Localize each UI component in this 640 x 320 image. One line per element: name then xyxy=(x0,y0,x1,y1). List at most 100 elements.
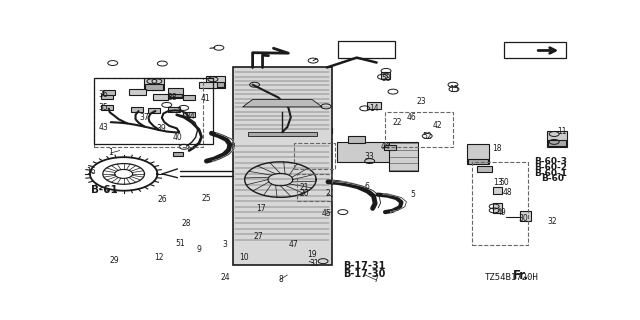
Text: 36: 36 xyxy=(99,90,108,99)
Text: 21: 21 xyxy=(300,183,309,192)
Text: 6: 6 xyxy=(365,182,370,191)
Polygon shape xyxy=(233,68,332,265)
Text: B-60-3: B-60-3 xyxy=(534,157,567,166)
Text: 51: 51 xyxy=(175,239,185,248)
Bar xyxy=(493,188,502,194)
Bar xyxy=(548,140,566,146)
Bar xyxy=(388,142,419,172)
Text: 16: 16 xyxy=(86,167,96,176)
Text: 32: 32 xyxy=(547,217,557,226)
Text: 33: 33 xyxy=(365,152,374,161)
Text: 3: 3 xyxy=(222,240,227,249)
Text: 22: 22 xyxy=(392,118,402,127)
Text: 7: 7 xyxy=(374,276,378,284)
Bar xyxy=(173,152,183,156)
Text: 18: 18 xyxy=(492,144,501,153)
Bar xyxy=(169,94,182,97)
Bar xyxy=(326,128,332,132)
Bar xyxy=(367,102,381,109)
Bar xyxy=(337,142,401,162)
Text: 41: 41 xyxy=(200,94,210,103)
Text: 49: 49 xyxy=(497,208,506,217)
Bar xyxy=(348,136,365,143)
Text: 8: 8 xyxy=(278,275,283,284)
Text: Fr.: Fr. xyxy=(513,269,529,282)
Bar xyxy=(477,166,492,172)
Text: 9: 9 xyxy=(196,244,201,253)
Bar xyxy=(94,78,203,147)
Bar xyxy=(199,82,217,88)
Text: 14: 14 xyxy=(369,104,379,113)
Text: 31: 31 xyxy=(309,259,319,268)
Text: TZ54B1720H: TZ54B1720H xyxy=(484,273,538,283)
Text: 47: 47 xyxy=(289,240,298,249)
Bar xyxy=(385,112,453,147)
Bar xyxy=(547,131,567,147)
Bar xyxy=(103,90,115,95)
Text: 29: 29 xyxy=(110,256,120,265)
Bar xyxy=(297,174,332,201)
Text: 45: 45 xyxy=(321,209,331,218)
Text: 1: 1 xyxy=(108,148,113,157)
Text: 19: 19 xyxy=(307,250,317,259)
Polygon shape xyxy=(248,132,317,136)
Text: 50: 50 xyxy=(499,178,509,187)
Bar xyxy=(207,76,225,88)
Text: 30: 30 xyxy=(518,214,528,223)
Text: B-17-31: B-17-31 xyxy=(343,261,385,271)
Bar xyxy=(338,41,395,58)
Text: 42: 42 xyxy=(433,121,442,130)
Text: B-60-1: B-60-1 xyxy=(534,169,567,178)
Text: 2: 2 xyxy=(326,189,330,198)
Text: 24: 24 xyxy=(220,273,230,282)
Bar xyxy=(249,87,266,92)
Bar xyxy=(183,95,195,100)
Bar xyxy=(294,143,335,169)
Text: B-17-30: B-17-30 xyxy=(343,269,385,279)
Bar xyxy=(129,89,146,95)
Text: 23: 23 xyxy=(417,97,426,106)
Text: 52: 52 xyxy=(422,132,431,141)
Text: 46: 46 xyxy=(407,113,417,122)
Text: 17: 17 xyxy=(256,204,266,213)
Bar xyxy=(504,42,566,58)
Text: 26: 26 xyxy=(157,195,166,204)
Text: 15: 15 xyxy=(449,85,459,94)
Bar xyxy=(148,108,161,113)
Text: 5: 5 xyxy=(410,190,415,199)
Bar xyxy=(383,145,396,150)
Text: 48: 48 xyxy=(502,188,512,197)
Bar xyxy=(468,159,488,164)
Text: 40: 40 xyxy=(172,133,182,142)
Bar xyxy=(101,105,113,110)
Text: 20: 20 xyxy=(300,188,310,198)
Bar xyxy=(248,81,266,92)
Text: 43: 43 xyxy=(99,123,108,132)
Text: 27: 27 xyxy=(253,232,264,241)
Text: 44: 44 xyxy=(381,142,390,151)
Bar xyxy=(467,144,489,164)
Text: 28: 28 xyxy=(181,220,191,228)
Bar xyxy=(154,94,168,100)
Text: 11: 11 xyxy=(557,127,567,136)
Bar xyxy=(520,212,531,221)
Bar xyxy=(145,84,163,90)
Bar xyxy=(131,107,143,112)
Polygon shape xyxy=(243,100,322,107)
Text: B-60-2: B-60-2 xyxy=(534,163,567,172)
Text: 53: 53 xyxy=(381,74,391,83)
Text: B-61: B-61 xyxy=(91,185,118,195)
Bar xyxy=(101,94,113,99)
Bar xyxy=(145,78,164,90)
Bar xyxy=(381,72,390,79)
Bar xyxy=(168,88,183,98)
Bar xyxy=(183,112,195,117)
Text: 37: 37 xyxy=(139,113,149,122)
Text: 12: 12 xyxy=(155,253,164,262)
Text: 25: 25 xyxy=(202,194,211,203)
Bar xyxy=(493,204,502,213)
Text: 34: 34 xyxy=(185,112,195,121)
Bar xyxy=(168,108,180,112)
Text: 39: 39 xyxy=(156,124,166,133)
Text: 38: 38 xyxy=(167,92,177,101)
